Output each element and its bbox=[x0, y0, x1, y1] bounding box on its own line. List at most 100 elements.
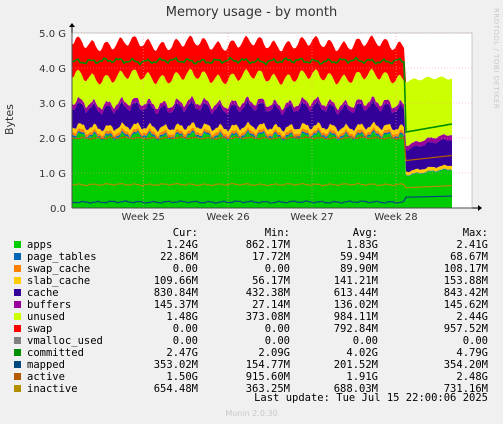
legend-row-apps: apps 1.24G 862.17M 1.83G 2.41G bbox=[0, 239, 503, 251]
legend-value-min: 0.00 bbox=[264, 335, 290, 347]
legend-header: Cur: Min: Avg: Max: bbox=[0, 227, 503, 239]
legend-value-max: 68.67M bbox=[450, 251, 488, 263]
series-area-unused bbox=[72, 68, 452, 147]
last-update: Last update: Tue Jul 15 22:00:06 2025 bbox=[254, 392, 488, 404]
legend-swatch bbox=[14, 349, 21, 356]
legend-label: page_tables bbox=[27, 251, 97, 263]
legend-value-cur: 0.00 bbox=[172, 263, 198, 275]
series-line-mapped bbox=[71, 195, 453, 205]
legend-value-min: 27.14M bbox=[252, 299, 290, 311]
y-tick-label: 4.0 G bbox=[39, 64, 66, 75]
legend-header-min: Min: bbox=[264, 227, 290, 239]
legend-value-avg: 59.94M bbox=[340, 251, 378, 263]
legend-value-max: 843.42M bbox=[443, 287, 488, 299]
legend-header-cur: Cur: bbox=[172, 227, 198, 239]
legend-label: swap bbox=[27, 323, 53, 335]
legend-value-max: 153.88M bbox=[443, 275, 488, 287]
legend-label: inactive bbox=[27, 383, 78, 395]
legend-swatch bbox=[14, 361, 21, 368]
legend-label: cache bbox=[27, 287, 59, 299]
legend-value-min: 2.09G bbox=[258, 347, 290, 359]
legend-row-cache: cache 830.84M 432.38M 613.44M 843.42M bbox=[0, 287, 503, 299]
legend-value-min: 432.38M bbox=[245, 287, 290, 299]
legend-swatch bbox=[14, 301, 21, 308]
legend-value-max: 957.52M bbox=[443, 323, 488, 335]
legend-label: vmalloc_used bbox=[27, 335, 103, 347]
legend-value-max: 145.62M bbox=[443, 299, 488, 311]
legend-label: buffers bbox=[27, 299, 72, 311]
legend-row-buffers: buffers 145.37M 27.14M 136.02M 145.62M bbox=[0, 299, 503, 311]
series-area-cache bbox=[72, 99, 452, 173]
legend-value-avg: 1.83G bbox=[346, 239, 378, 251]
x-tick-label: Week 28 bbox=[374, 212, 417, 223]
series-layer bbox=[71, 35, 453, 208]
series-area-slab_cache bbox=[72, 121, 452, 176]
x-axis-arrow bbox=[478, 205, 482, 211]
legend-value-avg: 4.02G bbox=[346, 347, 378, 359]
legend-row-page_tables: page_tables 22.86M 17.72M 59.94M 68.67M bbox=[0, 251, 503, 263]
series-area-page_tables bbox=[72, 129, 452, 177]
legend-label: swap_cache bbox=[27, 263, 91, 275]
legend-value-avg: 688.03M bbox=[333, 383, 378, 395]
legend-label: committed bbox=[27, 347, 84, 359]
series-line-committed bbox=[71, 56, 453, 133]
legend-row-vmalloc_used: vmalloc_used 0.00 0.00 0.00 0.00 bbox=[0, 335, 503, 347]
legend-row-swap_cache: swap_cache 0.00 0.00 89.90M 108.17M bbox=[0, 263, 503, 275]
y-tick-label: 1.0 G bbox=[39, 169, 66, 180]
legend-value-cur: 1.24G bbox=[166, 239, 198, 251]
legend-value-max: 0.00 bbox=[462, 335, 488, 347]
legend-value-cur: 0.00 bbox=[172, 335, 198, 347]
rrdtool-credit: RRDTOOL / TOBI OETIKER bbox=[492, 8, 500, 110]
legend-label: slab_cache bbox=[27, 275, 91, 287]
legend-swatch bbox=[14, 265, 21, 272]
legend-row-mapped: mapped 353.02M 154.77M 201.52M 354.20M bbox=[0, 359, 503, 371]
legend-value-cur: 0.00 bbox=[172, 323, 198, 335]
legend-value-cur: 353.02M bbox=[153, 359, 198, 371]
legend-value-min: 56.17M bbox=[252, 275, 290, 287]
legend-value-avg: 792.84M bbox=[333, 323, 378, 335]
legend-value-cur: 1.48G bbox=[166, 311, 198, 323]
legend-value-avg: 613.44M bbox=[333, 287, 378, 299]
series-area-apps bbox=[72, 131, 452, 208]
legend-value-avg: 0.00 bbox=[352, 335, 378, 347]
y-tick-label: 2.0 G bbox=[39, 134, 66, 145]
x-tick-label: Week 27 bbox=[290, 212, 333, 223]
legend-value-min: 862.17M bbox=[245, 239, 290, 251]
series-area-buffers bbox=[72, 95, 452, 151]
legend-swatch bbox=[14, 337, 21, 344]
legend-value-cur: 22.86M bbox=[160, 251, 198, 263]
legend-value-max: 108.17M bbox=[443, 263, 488, 275]
y-tick-label: 0.0 bbox=[50, 204, 66, 215]
series-area-swap_cache bbox=[72, 126, 452, 176]
legend-value-max: 2.44G bbox=[456, 311, 488, 323]
legend-swatch bbox=[14, 385, 21, 392]
series-line-inactive bbox=[71, 182, 453, 189]
legend-value-avg: 201.52M bbox=[333, 359, 378, 371]
legend-value-min: 0.00 bbox=[264, 323, 290, 335]
legend-label: mapped bbox=[27, 359, 65, 371]
legend-row-active: active 1.50G 915.60M 1.91G 2.48G bbox=[0, 371, 503, 383]
legend-value-avg: 984.11M bbox=[333, 311, 378, 323]
legend-row-swap: swap 0.00 0.00 792.84M 957.52M bbox=[0, 323, 503, 335]
x-tick-label: Week 25 bbox=[122, 212, 165, 223]
series-area-swap bbox=[72, 35, 452, 85]
plot-area: 0.0 1.0 G 2.0 G 3.0 G 4.0 G 5.0 G Week 25 Week … bbox=[39, 23, 482, 223]
axis-layer: 0.0 1.0 G 2.0 G 3.0 G 4.0 G 5.0 G Week 25 Week … bbox=[39, 23, 482, 223]
legend-value-avg: 136.02M bbox=[333, 299, 378, 311]
legend-value-min: 154.77M bbox=[245, 359, 290, 371]
legend-swatch bbox=[14, 253, 21, 260]
legend-row-slab_cache: slab_cache 109.66M 56.17M 141.21M 153.88M bbox=[0, 275, 503, 287]
legend-swatch bbox=[14, 313, 21, 320]
y-axis-arrow bbox=[69, 23, 75, 27]
legend-value-avg: 1.91G bbox=[346, 371, 378, 383]
legend-row-committed: committed 2.47G 2.09G 4.02G 4.79G bbox=[0, 347, 503, 359]
legend-value-cur: 109.66M bbox=[153, 275, 198, 287]
legend-label: active bbox=[27, 371, 65, 383]
legend-label: apps bbox=[27, 239, 53, 251]
legend-value-max: 2.41G bbox=[456, 239, 488, 251]
legend-value-min: 915.60M bbox=[245, 371, 290, 383]
legend-header-max: Max: bbox=[462, 227, 488, 239]
legend-row-unused: unused 1.48G 373.08M 984.11M 2.44G bbox=[0, 311, 503, 323]
legend-header-avg: Avg: bbox=[352, 227, 378, 239]
